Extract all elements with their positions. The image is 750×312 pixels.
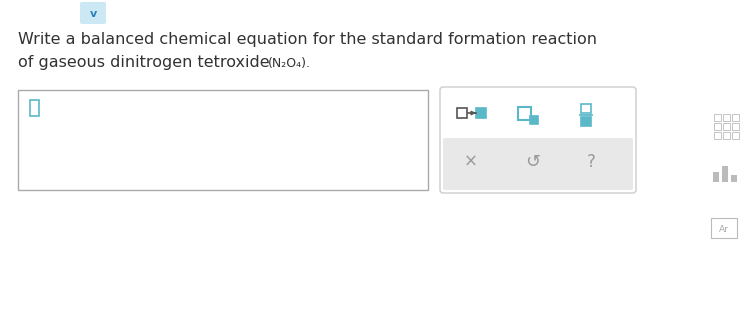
FancyBboxPatch shape <box>30 100 39 116</box>
FancyBboxPatch shape <box>722 166 728 182</box>
FancyBboxPatch shape <box>518 107 531 120</box>
FancyBboxPatch shape <box>732 114 739 121</box>
FancyBboxPatch shape <box>80 2 106 24</box>
FancyBboxPatch shape <box>711 218 737 238</box>
Text: (N₂O₄).: (N₂O₄). <box>268 57 311 70</box>
FancyBboxPatch shape <box>713 172 719 182</box>
FancyBboxPatch shape <box>581 104 591 113</box>
FancyBboxPatch shape <box>714 123 721 130</box>
FancyBboxPatch shape <box>714 114 721 121</box>
Text: of gaseous dinitrogen tetroxide: of gaseous dinitrogen tetroxide <box>18 55 274 70</box>
FancyBboxPatch shape <box>18 90 428 190</box>
FancyBboxPatch shape <box>443 138 633 190</box>
FancyBboxPatch shape <box>530 116 538 124</box>
FancyBboxPatch shape <box>457 108 467 118</box>
FancyBboxPatch shape <box>440 87 636 193</box>
FancyBboxPatch shape <box>723 114 730 121</box>
Text: ↺: ↺ <box>526 153 541 171</box>
FancyBboxPatch shape <box>732 132 739 139</box>
FancyBboxPatch shape <box>731 175 737 182</box>
FancyBboxPatch shape <box>723 132 730 139</box>
Text: v: v <box>89 9 97 19</box>
FancyBboxPatch shape <box>714 132 721 139</box>
Text: Write a balanced chemical equation for the standard formation reaction: Write a balanced chemical equation for t… <box>18 32 597 47</box>
FancyBboxPatch shape <box>732 123 739 130</box>
FancyBboxPatch shape <box>581 117 591 126</box>
Text: Ar: Ar <box>719 225 729 233</box>
Text: ×: × <box>464 153 478 171</box>
FancyBboxPatch shape <box>723 123 730 130</box>
Text: ?: ? <box>586 153 596 171</box>
FancyBboxPatch shape <box>476 108 486 118</box>
